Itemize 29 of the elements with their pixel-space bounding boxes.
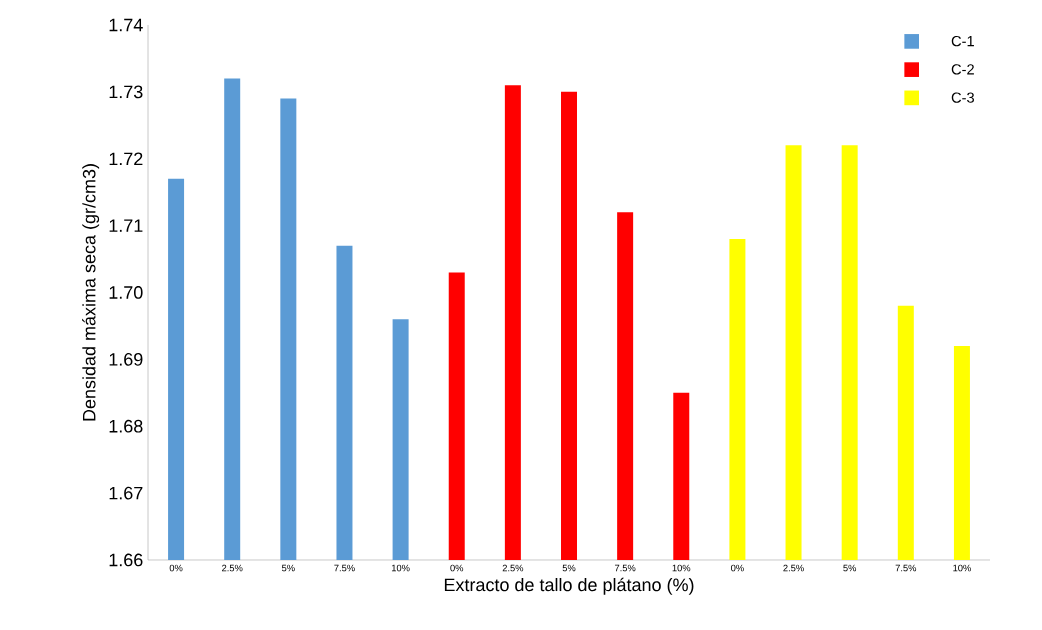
x-tick-label: 2.5% bbox=[502, 564, 524, 572]
x-axis-title: Extracto de tallo de plátano (%) bbox=[444, 577, 694, 595]
x-tick-label: 7.5% bbox=[614, 564, 636, 572]
x-tick-label: 10% bbox=[953, 564, 971, 572]
y-tick-label: 1.71 bbox=[109, 219, 143, 232]
x-tick-label: 10% bbox=[391, 564, 410, 572]
x-tick-label: 7.5% bbox=[895, 564, 917, 572]
x-tick-label: 7.5% bbox=[334, 564, 355, 572]
y-tick-label: 1.67 bbox=[109, 486, 143, 500]
x-tick-label: 2.5% bbox=[783, 564, 804, 572]
x-tick-label: 5% bbox=[281, 564, 295, 572]
legend-label: C-2 bbox=[951, 64, 974, 75]
legend-label: C-1 bbox=[951, 35, 974, 47]
x-tick-label: 2.5% bbox=[222, 564, 243, 572]
y-tick-label: 1.69 bbox=[109, 352, 143, 366]
legend-label: C-3 bbox=[951, 92, 974, 103]
y-tick-label: 1.74 bbox=[109, 18, 143, 32]
y-axis-title: Densidad máxima seca (gr/cm3) bbox=[82, 164, 100, 421]
y-tick-label: 1.70 bbox=[109, 286, 143, 299]
y-tick-label: 1.73 bbox=[109, 85, 143, 99]
y-tick-label: 1.66 bbox=[109, 553, 143, 567]
y-tick-label: 1.68 bbox=[109, 419, 143, 433]
x-tick-label: 0% bbox=[450, 564, 464, 572]
x-tick-label: 0% bbox=[169, 564, 183, 572]
y-tick-label: 1.72 bbox=[109, 152, 143, 166]
x-tick-label: 5% bbox=[562, 564, 576, 572]
x-tick-label: 10% bbox=[672, 564, 691, 572]
x-tick-label: 0% bbox=[731, 564, 744, 572]
x-tick-label: 5% bbox=[843, 564, 857, 572]
